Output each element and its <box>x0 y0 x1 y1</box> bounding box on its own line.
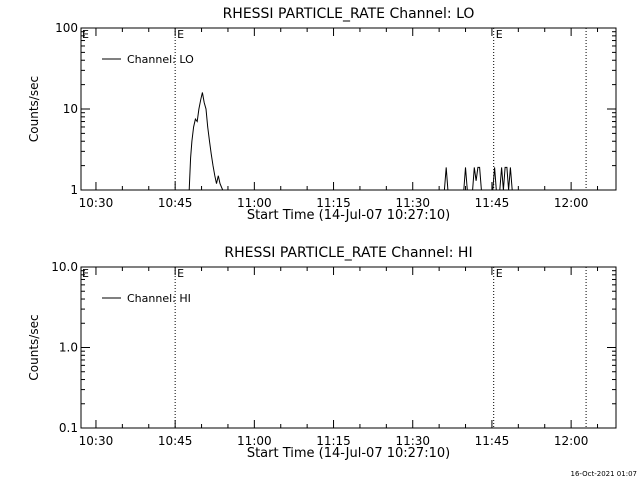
y-tick-label: 100 <box>55 21 78 35</box>
x-tick-label: 12:00 <box>554 196 589 210</box>
legend-entry: Channel: LO <box>127 53 194 66</box>
x-tick-label: 11:30 <box>395 196 430 210</box>
event-marker-label: E <box>82 267 89 280</box>
x-tick-label: 10:45 <box>158 434 193 448</box>
y-axis-label: Counts/sec <box>27 76 41 142</box>
chart-panel-1: RHESSI PARTICLE_RATE Channel: LO Counts/s… <box>27 6 617 223</box>
event-marker-label: E <box>496 267 503 280</box>
x-axis-label: Start Time (14-Jul-07 10:27:10) <box>247 208 450 223</box>
x-tick-label: 11:00 <box>237 434 272 448</box>
x-tick-label: 11:00 <box>237 196 272 210</box>
y-tick-label: 1.0 <box>59 341 78 355</box>
series-line <box>188 92 514 191</box>
chart-title: RHESSI PARTICLE_RATE Channel: HI <box>224 245 472 261</box>
y-tick-label: 10.0 <box>51 260 78 274</box>
x-tick-label: 12:00 <box>554 434 589 448</box>
x-tick-label: 11:45 <box>475 196 510 210</box>
y-axis-label: Counts/sec <box>27 314 41 380</box>
x-tick-label: 10:45 <box>158 196 193 210</box>
x-tick-label: 11:45 <box>475 434 510 448</box>
x-tick-label: 11:30 <box>395 434 430 448</box>
y-tick-label: 1 <box>70 183 78 197</box>
event-marker-label: E <box>82 28 89 41</box>
event-marker-label: E <box>177 28 184 41</box>
x-axis-label: Start Time (14-Jul-07 10:27:10) <box>247 446 450 461</box>
chart-title: RHESSI PARTICLE_RATE Channel: LO <box>223 6 475 22</box>
x-tick-label: 10:30 <box>79 434 114 448</box>
legend-entry: Channel: HI <box>127 292 191 305</box>
y-tick-label: 10 <box>63 102 78 116</box>
y-tick-label: 0.1 <box>59 421 78 435</box>
footer-timestamp: 16-Oct-2021 01:07 <box>571 470 637 478</box>
x-tick-label: 11:15 <box>316 196 351 210</box>
x-tick-label: 11:15 <box>316 434 351 448</box>
x-tick-label: 10:30 <box>79 196 114 210</box>
event-marker-label: E <box>177 267 184 280</box>
event-marker-label: E <box>496 28 503 41</box>
chart-panel-2: RHESSI PARTICLE_RATE Channel: HI Counts/s… <box>27 245 617 461</box>
